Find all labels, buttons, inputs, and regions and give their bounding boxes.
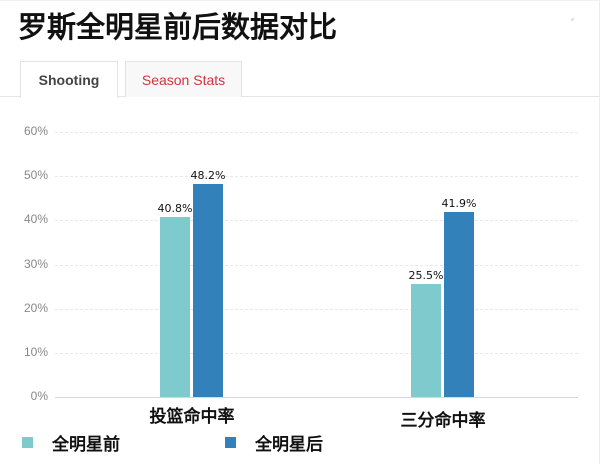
tab-season-stats-label: Season Stats	[141, 71, 226, 88]
y-tick-label: 50%	[23, 168, 48, 183]
y-tick-label: 40%	[23, 212, 48, 227]
tab-season-stats[interactable]: Season Stats	[125, 61, 242, 97]
legend-label-after: 全明星后	[255, 435, 323, 455]
y-tick-label: 60%	[23, 124, 48, 138]
bar-value-label: 25.5%	[408, 269, 444, 283]
bar-value-label: 41.9%	[441, 196, 477, 210]
y-tick-label: 10%	[23, 344, 48, 359]
page-title: 罗斯全明星前后数据对比	[18, 10, 338, 44]
gridline	[55, 176, 578, 178]
tab-bar-divider	[0, 96, 600, 97]
legend-label-before: 全明星前	[52, 435, 120, 455]
y-tick-label: 0%	[30, 389, 48, 403]
bar[interactable]	[444, 211, 474, 397]
gridline	[55, 308, 578, 310]
bar[interactable]	[193, 184, 223, 397]
y-tick-label: 20%	[23, 300, 48, 315]
bar[interactable]	[160, 216, 190, 397]
x-axis-line	[55, 397, 578, 398]
bar-value-label: 48.2%	[190, 169, 226, 183]
legend-swatch-after	[225, 437, 236, 448]
x-category-label: 投篮命中率	[149, 407, 235, 427]
x-category-label: 三分命中率	[400, 411, 486, 431]
y-tick-label: 30%	[23, 256, 48, 271]
tab-shooting-label: Shooting	[38, 72, 100, 88]
gridline	[55, 352, 578, 354]
tab-shooting[interactable]: Shooting	[20, 61, 118, 98]
legend-swatch-before	[22, 437, 33, 448]
gridline	[55, 220, 578, 222]
gridline	[55, 132, 578, 133]
gridline	[55, 264, 578, 266]
bar-value-label: 40.8%	[157, 201, 193, 215]
bar[interactable]	[411, 284, 441, 397]
decorative-dot	[571, 18, 574, 21]
